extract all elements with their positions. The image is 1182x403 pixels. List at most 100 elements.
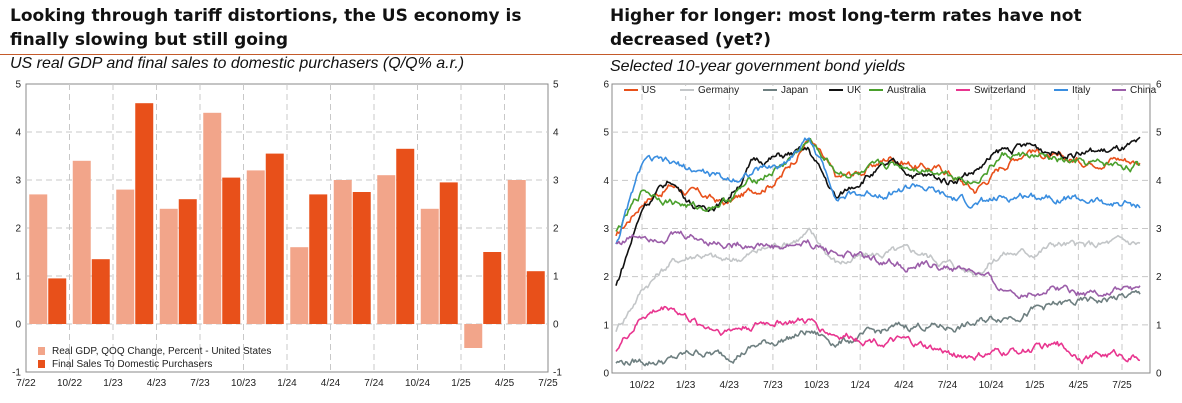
y-tick-left: 2 bbox=[603, 272, 609, 283]
x-tick-label: 10/23 bbox=[231, 378, 256, 389]
y-tick-left: 4 bbox=[15, 128, 21, 139]
y-tick-left: 0 bbox=[15, 320, 21, 331]
x-tick-label: 1/24 bbox=[850, 380, 870, 391]
y-tick-left: 2 bbox=[15, 224, 21, 235]
y-tick-right: 3 bbox=[553, 176, 559, 187]
y-tick-right: 0 bbox=[1156, 369, 1162, 380]
yields-panel: Higher for longer: most long-term rates … bbox=[603, 0, 1182, 403]
x-tick-label: 4/23 bbox=[147, 378, 167, 389]
legend-label: Switzerland bbox=[974, 85, 1026, 96]
final-sales-bar bbox=[135, 103, 154, 324]
y-tick-left: -1 bbox=[12, 368, 21, 379]
series-line-switzerland bbox=[615, 305, 1141, 365]
gdp-bar bbox=[203, 112, 222, 324]
series-line-japan bbox=[615, 289, 1141, 367]
legend-label: Italy bbox=[1072, 85, 1090, 96]
gdp-bar bbox=[290, 247, 309, 324]
y-tick-right: 3 bbox=[1156, 224, 1162, 235]
x-tick-label: 1/23 bbox=[103, 378, 123, 389]
final-sales-bar bbox=[91, 259, 110, 324]
y-tick-right: 5 bbox=[553, 80, 559, 91]
y-tick-left: 4 bbox=[603, 176, 609, 187]
x-tick-label: 7/25 bbox=[538, 378, 558, 389]
legend-label: Japan bbox=[781, 85, 808, 96]
title-divider bbox=[0, 54, 1182, 55]
final-sales-bar bbox=[526, 271, 545, 324]
gdp-bar bbox=[464, 324, 483, 348]
series-line-china bbox=[615, 230, 1141, 300]
y-tick-left: 5 bbox=[603, 128, 609, 139]
x-tick-label: 4/25 bbox=[1069, 380, 1089, 391]
x-tick-label: 4/24 bbox=[894, 380, 914, 391]
legend-label: Australia bbox=[887, 85, 926, 96]
final-sales-bar bbox=[483, 252, 502, 324]
y-tick-right: 4 bbox=[553, 128, 559, 139]
gdp-bar bbox=[333, 180, 352, 324]
x-tick-label: 10/22 bbox=[629, 380, 654, 391]
y-tick-left: 5 bbox=[15, 80, 21, 91]
x-tick-label: 10/22 bbox=[57, 378, 82, 389]
x-tick-label: 7/25 bbox=[1112, 380, 1132, 391]
final-sales-bar bbox=[439, 182, 458, 324]
legend-swatch bbox=[38, 360, 45, 368]
series-line-uk bbox=[615, 136, 1141, 286]
x-tick-label: 10/23 bbox=[804, 380, 829, 391]
y-tick-right: 5 bbox=[1156, 128, 1162, 139]
yields-chart-subtitle: Selected 10-year government bond yields bbox=[610, 58, 906, 75]
gdp-panel: Looking through tariff distortions, the … bbox=[0, 0, 590, 403]
gdp-bar-chart: -1 -1 0 0 1 1 2 2 3 3 4 4 5 5 7/22 10/22 1/23 4/23 7/23 10/… bbox=[12, 80, 562, 390]
yields-line-chart: 0 0 1 1 2 2 3 3 4 4 5 5 6 6 10/22 1/23 4/23 7/23 10/23 1/24… bbox=[603, 80, 1162, 392]
y-tick-left: 1 bbox=[15, 272, 21, 283]
y-tick-right: 2 bbox=[1156, 272, 1162, 283]
y-tick-left: 0 bbox=[603, 369, 609, 380]
y-tick-left: 6 bbox=[603, 80, 609, 91]
y-tick-right: 0 bbox=[553, 320, 559, 331]
gdp-bar bbox=[507, 180, 526, 324]
x-tick-label: 1/23 bbox=[676, 380, 696, 391]
gdp-title-line2: finally slowing but still going bbox=[10, 30, 289, 50]
legend-label: US bbox=[642, 85, 656, 96]
legend-label: Final Sales To Domestic Purchasers bbox=[52, 359, 212, 370]
final-sales-bar bbox=[48, 278, 67, 324]
final-sales-bar bbox=[222, 177, 241, 324]
gdp-chart-title: Looking through tariff distortions, the … bbox=[10, 4, 522, 52]
x-tick-label: 4/24 bbox=[321, 378, 341, 389]
gdp-title-line1: Looking through tariff distortions, the … bbox=[10, 6, 522, 26]
gdp-bar bbox=[116, 189, 135, 324]
gdp-bar bbox=[377, 175, 396, 324]
y-tick-right: 6 bbox=[1156, 80, 1162, 91]
x-tick-label: 1/24 bbox=[277, 378, 297, 389]
final-sales-bar bbox=[396, 148, 415, 324]
y-tick-left: 1 bbox=[603, 320, 609, 331]
gdp-bar bbox=[420, 208, 439, 324]
final-sales-bar bbox=[309, 194, 328, 324]
legend-label: Real GDP, QOQ Change, Percent - United S… bbox=[52, 346, 271, 357]
x-tick-label: 10/24 bbox=[979, 380, 1004, 391]
series-line-germany bbox=[615, 227, 1141, 333]
legend-label: Germany bbox=[698, 85, 739, 96]
x-tick-label: 7/22 bbox=[16, 378, 36, 389]
y-tick-right: 4 bbox=[1156, 176, 1162, 187]
yields-title-line2: decreased (yet?) bbox=[610, 30, 772, 50]
legend-label: China bbox=[1130, 85, 1157, 96]
x-tick-label: 7/23 bbox=[763, 380, 783, 391]
final-sales-bar bbox=[352, 192, 371, 324]
y-tick-left: 3 bbox=[603, 224, 609, 235]
legend-label: UK bbox=[847, 85, 861, 96]
y-tick-left: 3 bbox=[15, 176, 21, 187]
series-line-us bbox=[615, 139, 1141, 237]
gdp-bar bbox=[72, 160, 91, 324]
gdp-bar bbox=[246, 170, 265, 324]
gdp-chart-subtitle: US real GDP and final sales to domestic … bbox=[10, 55, 465, 72]
x-tick-label: 1/25 bbox=[1025, 380, 1045, 391]
gdp-bar bbox=[29, 194, 48, 324]
series-line-australia bbox=[615, 137, 1141, 232]
yields-title-line1: Higher for longer: most long-term rates … bbox=[610, 6, 1082, 26]
x-tick-label: 1/25 bbox=[451, 378, 471, 389]
series-line-italy bbox=[615, 137, 1141, 245]
x-tick-label: 7/24 bbox=[938, 380, 958, 391]
x-tick-label: 4/25 bbox=[495, 378, 515, 389]
x-tick-label: 10/24 bbox=[405, 378, 430, 389]
final-sales-bar bbox=[178, 199, 197, 324]
x-tick-label: 4/23 bbox=[720, 380, 740, 391]
